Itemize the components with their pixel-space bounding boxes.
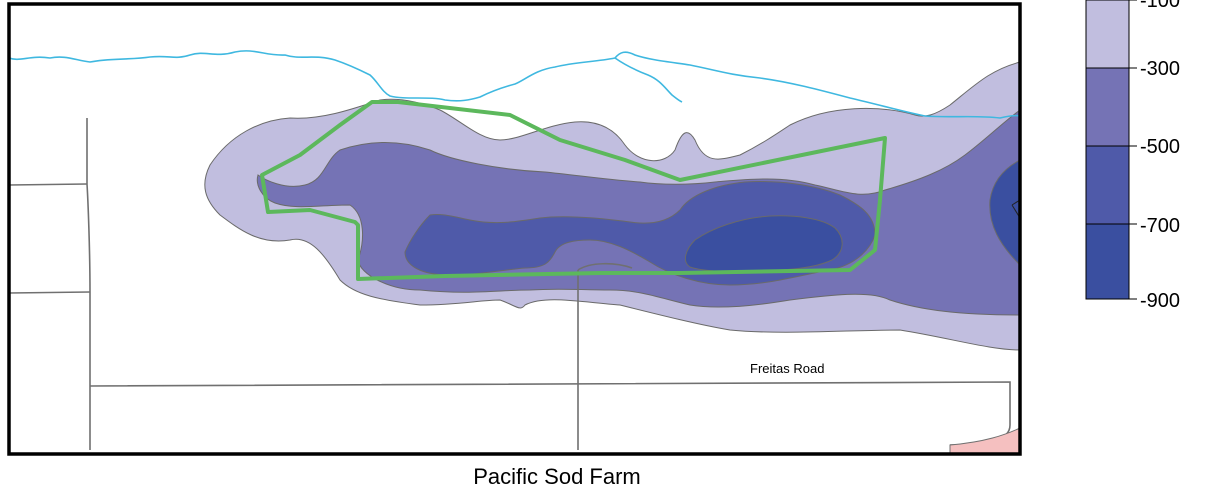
legend-swatch-1 <box>1085 0 1130 69</box>
map-frame <box>7 2 1022 456</box>
legend-label-5: -900 <box>1140 290 1180 312</box>
road-west-vertical <box>86 118 91 450</box>
stream-line <box>8 50 1021 119</box>
road-label: Freitas Road <box>750 361 824 376</box>
stream-branch <box>614 57 683 103</box>
legend-label-3: -500 <box>1140 136 1180 158</box>
road-middle-curve <box>577 262 633 271</box>
contour-darkest <box>684 215 843 273</box>
legend-swatch-4 <box>1085 223 1130 300</box>
site-boundary <box>260 100 887 281</box>
legend-label-1: -100 <box>1140 0 1180 12</box>
contour-darkest-east <box>989 159 1021 267</box>
map-caption: Pacific Sod Farm <box>473 464 641 489</box>
road-west-branch-1 <box>8 183 88 186</box>
legend-swatch-2 <box>1085 67 1130 147</box>
road-west-branch-2 <box>8 291 91 294</box>
legend-label-2: -300 <box>1140 58 1180 80</box>
legend-swatch-3 <box>1085 145 1130 225</box>
legend-label-4: -700 <box>1140 215 1180 237</box>
legend: -100 -300 -500 -700 -900 <box>1085 0 1180 312</box>
